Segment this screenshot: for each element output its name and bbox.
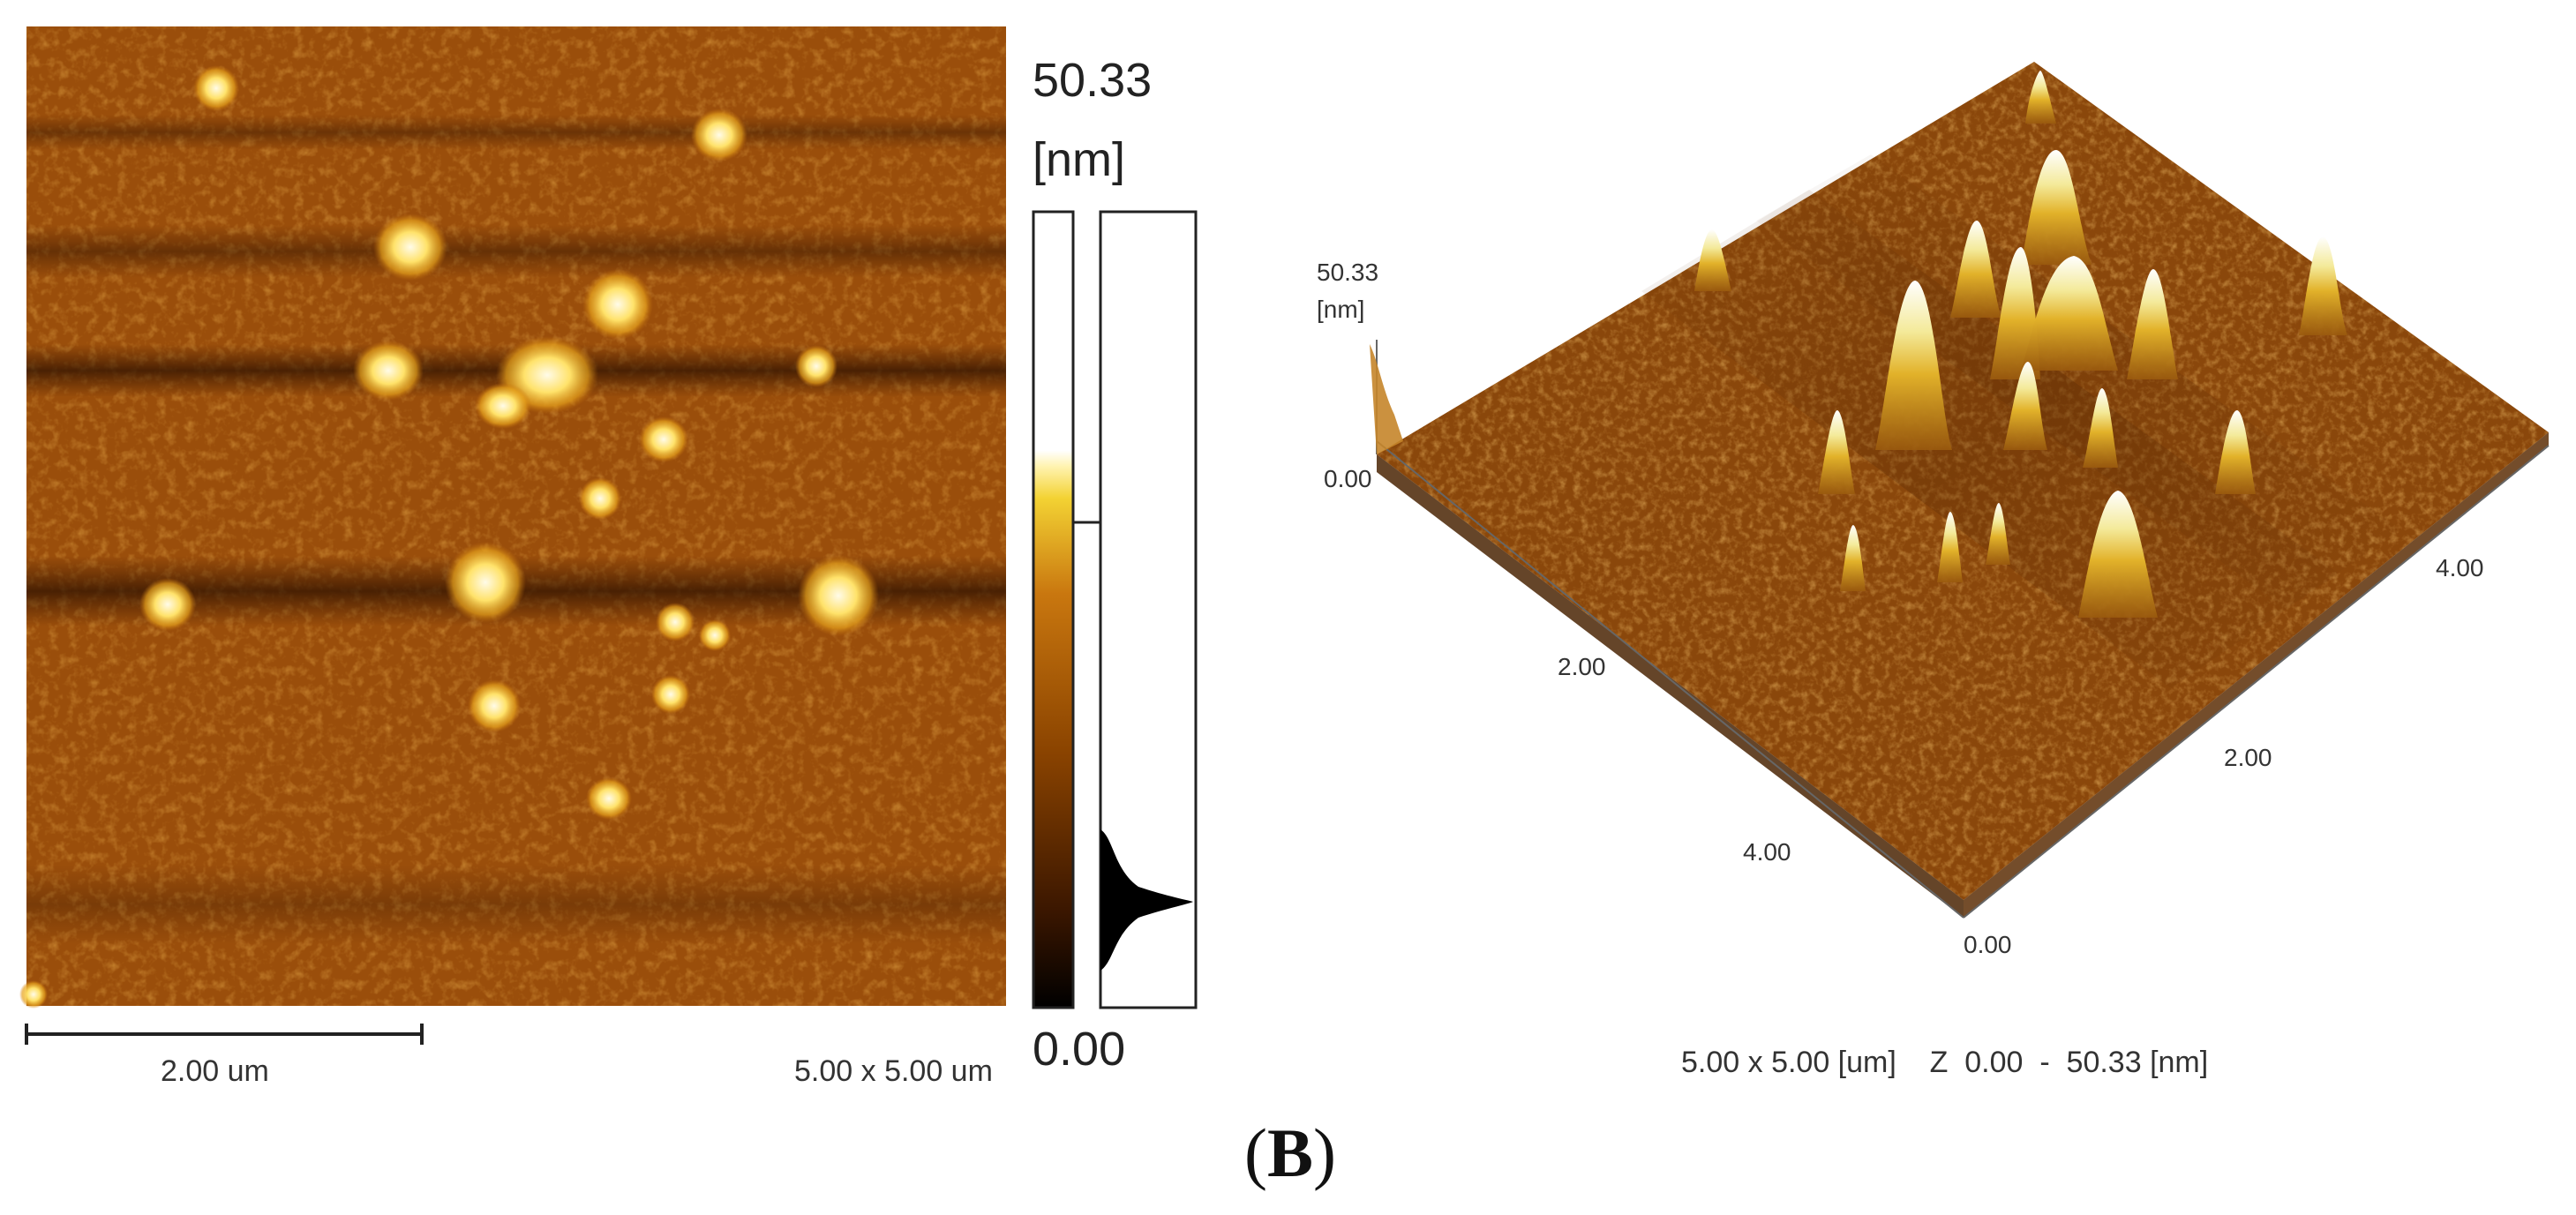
afm-3d-x-tick: 2.00: [1558, 653, 1606, 680]
color-scale-bar: [1032, 210, 1075, 1009]
scale-bar: [25, 1024, 424, 1045]
afm-2d-z-unit-label: [nm]: [1033, 133, 1126, 186]
scan-size-label: 5.00 x 5.00 um: [794, 1054, 993, 1088]
panel-letter: B: [1266, 1114, 1314, 1191]
afm-3d-z-min-label: 0.00: [1324, 465, 1372, 492]
afm-2d-z-max-label: 50.33: [1033, 54, 1153, 107]
afm-3d-caption: 5.00 x 5.00 [um] Z 0.00 - 50.33 [nm]: [1681, 1046, 2209, 1079]
scale-bar-label: 2.00 um: [161, 1054, 269, 1088]
afm-3d-y-tick: 2.00: [2224, 744, 2272, 771]
afm-2d-z-min-label: 0.00: [1033, 1023, 1126, 1076]
afm-3d-peaks: [1694, 71, 2347, 618]
afm-3d-x-tick: 4.00: [1743, 838, 1791, 866]
afm-2d-particles: [19, 65, 879, 1009]
afm-3d-origin-tick: 0.00: [1964, 931, 2012, 958]
afm-3d-y-tick: 4.00: [2436, 554, 2484, 581]
afm-3d-z-unit-label: [nm]: [1317, 296, 1365, 323]
panel-label: (B): [1244, 1114, 1336, 1191]
height-histogram: [1073, 210, 1198, 1009]
afm-3d-z-max-label: 50.33: [1317, 259, 1379, 286]
